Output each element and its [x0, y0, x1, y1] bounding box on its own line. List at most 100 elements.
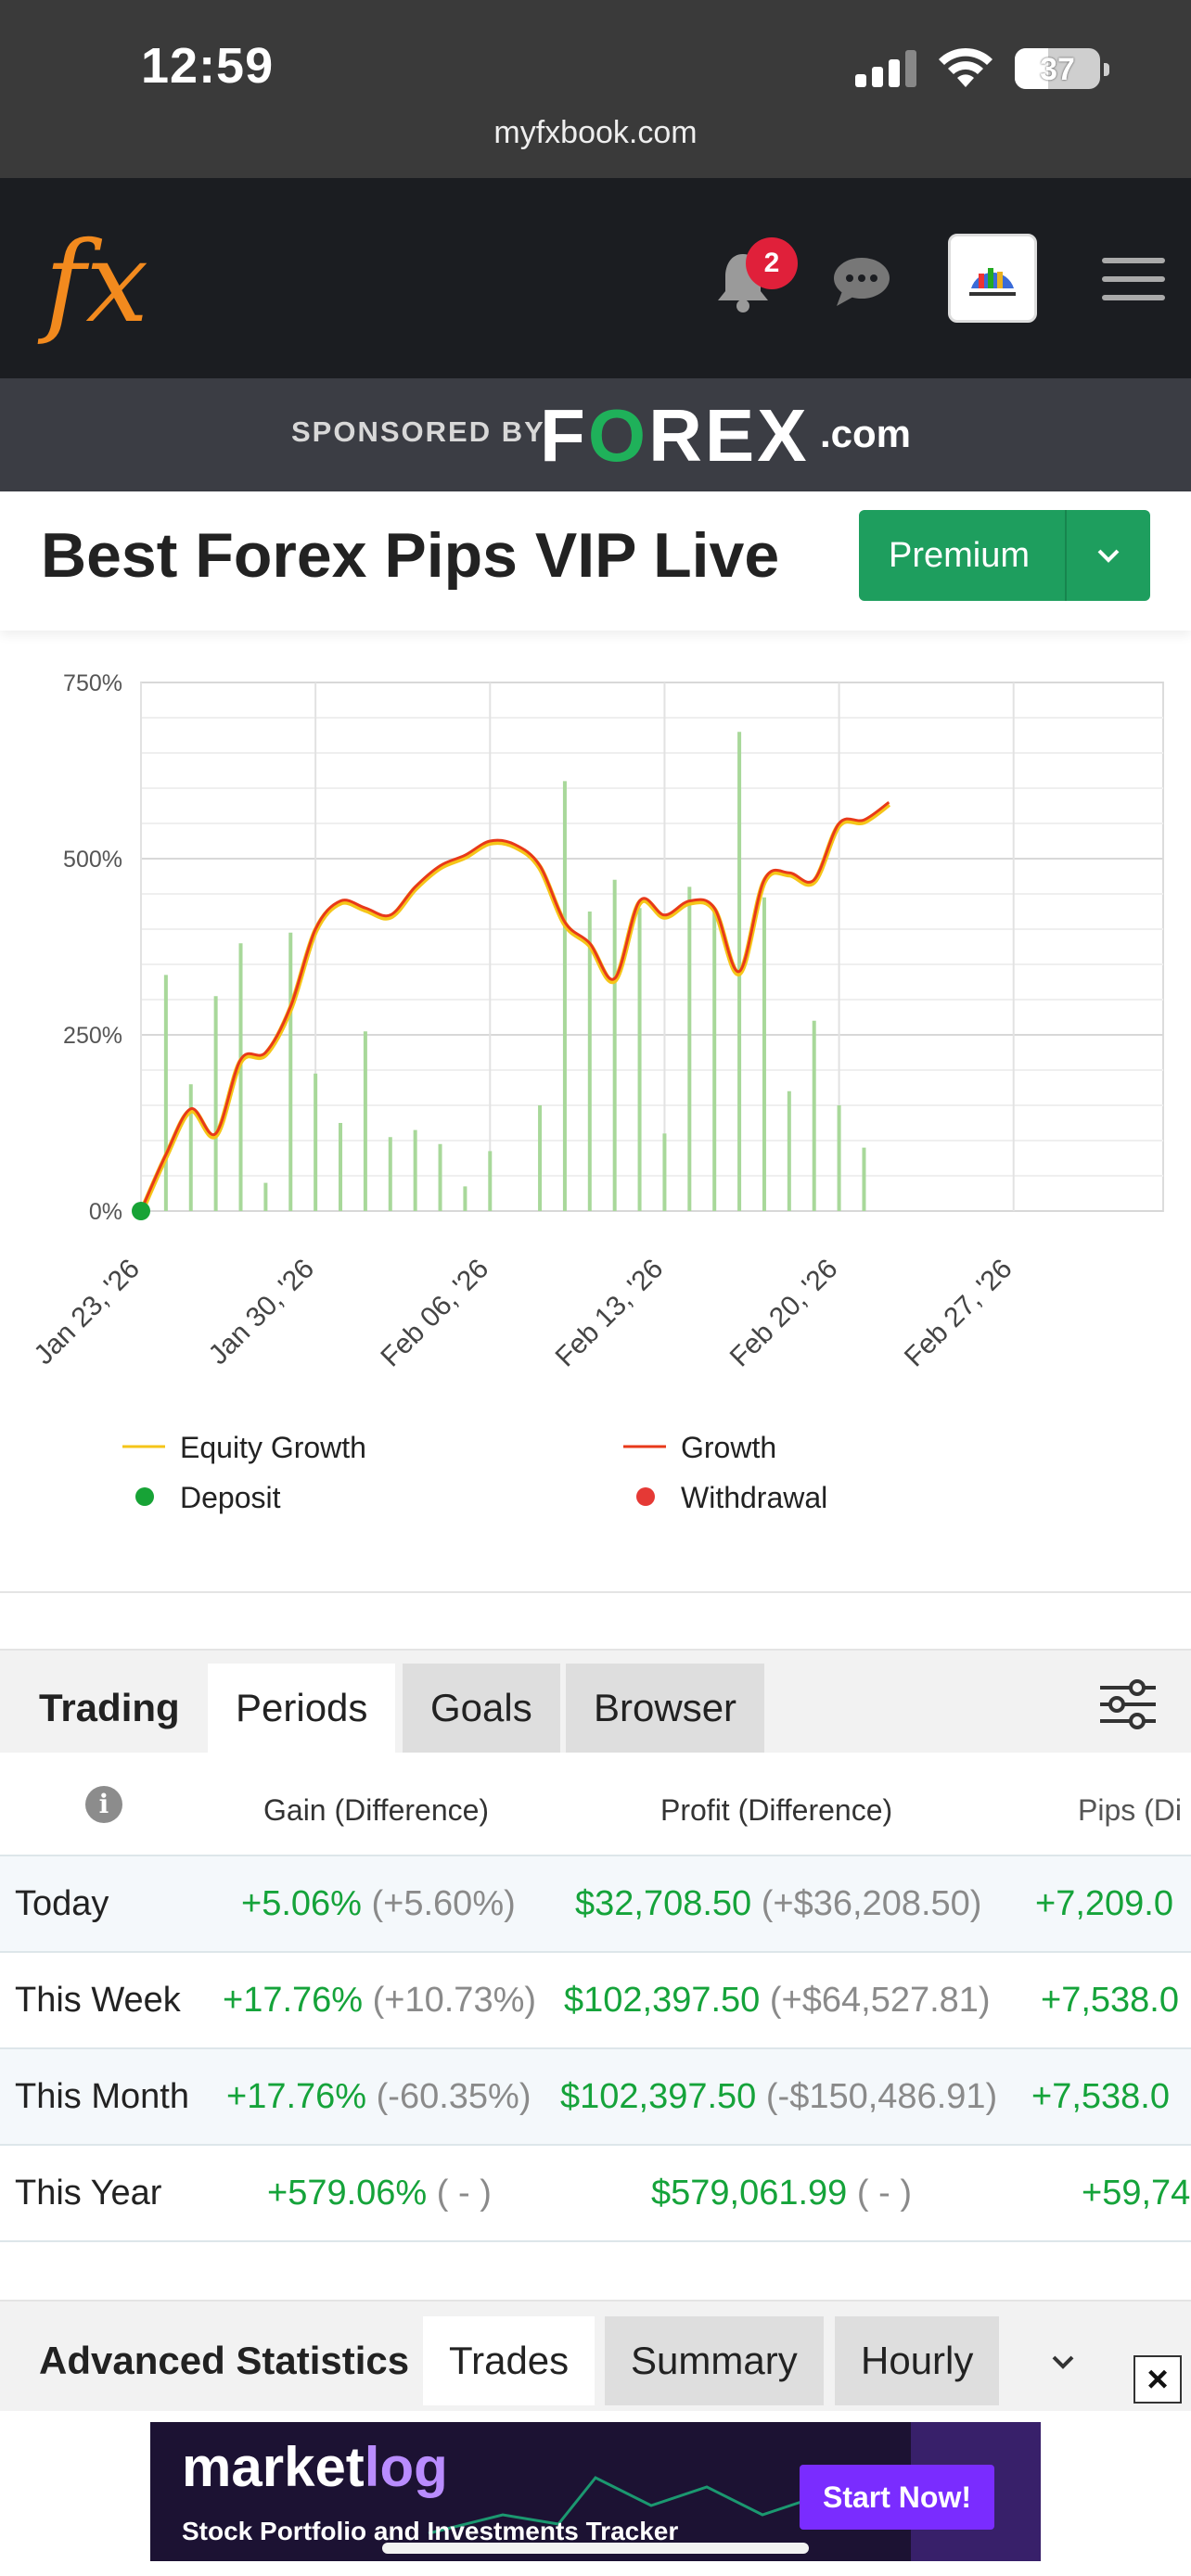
legend-label: Growth [681, 1431, 776, 1464]
stats-tab-bar: Trading Periods Goals Browser [0, 1649, 1191, 1753]
equity-growth-line [138, 801, 891, 1215]
ad-brand-a: market [182, 2436, 365, 2498]
chart-legend: Equity Growth Growth Deposit Withdrawal [122, 1431, 827, 1514]
system-title-bar: Best Forex Pips VIP Live Premium [0, 491, 1191, 631]
chart-bars [163, 732, 866, 1211]
legend-swatch [636, 1487, 655, 1506]
gain-value: +5.06% [241, 1884, 362, 1923]
x-tick-label: Feb 27, '26 [899, 1254, 1018, 1373]
tab-browser[interactable]: Browser [566, 1664, 765, 1753]
logo-text: fx [37, 219, 148, 348]
gain-diff: (-60.35%) [376, 2077, 531, 2116]
x-tick-label: Jan 23, '26 [28, 1254, 145, 1371]
status-bar: 12:59 37 myfxbook.com [0, 0, 1191, 178]
tab-goals[interactable]: Goals [403, 1664, 560, 1753]
y-tick-label: 500% [63, 847, 122, 873]
legend-label: Withdrawal [681, 1481, 827, 1514]
x-tick-label: Feb 20, '26 [724, 1254, 844, 1373]
header-profit: Profit (Difference) [660, 1793, 893, 1827]
growth-chart[interactable]: 0% 250% 500% 750% Jan 23, '26 Jan 30, '26 Feb … [0, 649, 1191, 1539]
gain-value: +17.76% [223, 1981, 364, 2020]
row-label: This Month [15, 2077, 189, 2116]
close-ad-button[interactable]: × [1133, 2355, 1182, 2404]
profit-diff: ( - ) [856, 2174, 912, 2213]
tab-hourly[interactable]: Hourly [835, 2316, 1000, 2405]
tab-periods[interactable]: Periods [208, 1664, 396, 1753]
notification-badge: 2 [746, 237, 798, 289]
sponsor-brand: FOREX [540, 393, 810, 478]
tab-trades[interactable]: Trades [423, 2316, 596, 2405]
header-gain: Gain (Difference) [263, 1793, 490, 1827]
battery-icon: 37 [1015, 48, 1109, 89]
table-header: i Gain (Difference) Profit (Difference) … [0, 1753, 1191, 1856]
table-row[interactable]: This Month +17.76% (-60.35%) $102,397.50… [0, 2049, 1191, 2146]
table-row[interactable]: Today +5.06% (+5.60%) $32,708.50 (+$36,2… [0, 1856, 1191, 1953]
y-tick-label: 0% [89, 1199, 122, 1225]
periods-table: i Gain (Difference) Profit (Difference) … [0, 1753, 1191, 2242]
url-bar[interactable]: myfxbook.com [493, 115, 698, 150]
table-row[interactable]: This Week +17.76% (+10.73%) $102,397.50 … [0, 1953, 1191, 2049]
ad-tagline: Stock Portfolio and Investments Tracker [182, 2517, 679, 2545]
row-label: This Year [15, 2174, 162, 2213]
myfxbook-logo[interactable]: fx [37, 200, 176, 358]
chart-grid [140, 682, 1164, 1212]
tab-summary[interactable]: Summary [605, 2316, 824, 2405]
x-tick-label: Jan 30, '26 [203, 1254, 320, 1371]
avatar[interactable] [948, 234, 1037, 323]
chart-lines [132, 800, 891, 1220]
x-tick-label: Feb 13, '26 [550, 1254, 670, 1373]
signal-icon [855, 50, 916, 87]
tab-trading[interactable]: Trading [39, 1686, 180, 1729]
home-indicator [382, 2543, 809, 2554]
y-tick-label: 250% [63, 1023, 122, 1049]
profit-diff: (+$36,208.50) [761, 1884, 982, 1923]
row-label: Today [15, 1884, 109, 1923]
legend-label: Deposit [180, 1481, 281, 1514]
avatar-image [969, 268, 1016, 296]
chevron-down-icon[interactable] [1048, 2348, 1078, 2376]
gain-diff: ( - ) [436, 2174, 492, 2213]
page-title: Best Forex Pips VIP Live [41, 520, 780, 591]
x-tick-label: Feb 06, '26 [375, 1254, 494, 1373]
premium-separator [1065, 510, 1067, 601]
profit-value: $102,397.50 [564, 1981, 761, 2020]
profit-value: $102,397.50 [560, 2077, 757, 2116]
gain-value: +17.76% [226, 2077, 367, 2116]
info-icon[interactable]: i [85, 1786, 122, 1823]
site-header: fx [0, 178, 1191, 378]
header-pips: Pips (Di [1078, 1793, 1183, 1827]
ad-brand: marketlog [182, 2435, 448, 2499]
pips-value: +59,74 [1082, 2174, 1191, 2213]
chevron-down-icon[interactable] [1095, 542, 1122, 569]
filters-icon[interactable] [1098, 1677, 1158, 1732]
section-divider [0, 1591, 1191, 1593]
table-row[interactable]: This Year +579.06% ( - ) $579,061.99 ( -… [0, 2146, 1191, 2242]
y-tick-label: 750% [63, 670, 122, 696]
ad-cta-button[interactable]: Start Now! [800, 2465, 994, 2530]
profit-value: $32,708.50 [575, 1884, 752, 1923]
brand-o: O [587, 394, 649, 477]
sponsor-brand-suffix: .com [820, 412, 912, 455]
premium-button[interactable]: Premium [859, 510, 1150, 601]
chat-icon[interactable] [831, 254, 892, 308]
deposit-marker [132, 1202, 150, 1220]
tab-advanced-statistics[interactable]: Advanced Statistics [39, 2339, 410, 2382]
legend-swatch [135, 1487, 154, 1506]
ad-brand-b: log [364, 2436, 448, 2498]
advanced-stats-tab-bar: Advanced Statistics Trades Summary Hourl… [0, 2300, 1191, 2411]
plot-frame [140, 682, 1164, 1212]
sponsor-label: SPONSORED BY [291, 415, 545, 448]
gain-diff: (+5.60%) [371, 1884, 516, 1923]
gain-diff: (+10.73%) [372, 1981, 537, 2020]
legend-label: Equity Growth [180, 1431, 366, 1464]
hamburger-menu-icon[interactable] [1102, 258, 1169, 300]
pips-value: +7,538.0 [1031, 2077, 1170, 2116]
battery-level: 37 [1040, 52, 1075, 87]
sponsor-banner[interactable]: SPONSORED BY FOREX .com [0, 378, 1191, 491]
premium-label: Premium [889, 536, 1031, 575]
pips-value: +7,538.0 [1041, 1981, 1179, 2020]
ad-banner[interactable]: marketlog Stock Portfolio and Investment… [150, 2422, 1041, 2561]
gain-value: +579.06% [267, 2174, 428, 2213]
profit-value: $579,061.99 [651, 2174, 848, 2213]
wifi-icon [939, 47, 992, 87]
